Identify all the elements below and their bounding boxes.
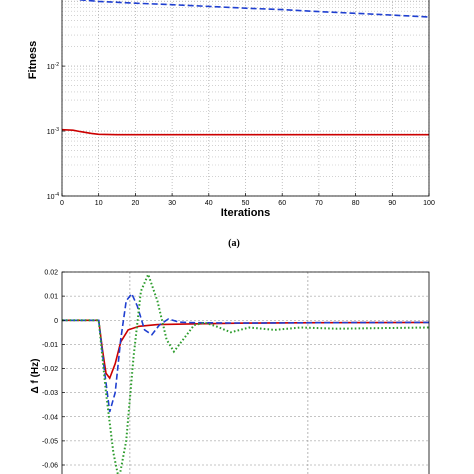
- plot-a-series-0: [76, 0, 430, 18]
- plot-b: 0.02 0.01 0 -0.01 -0.02 -0.03 -0.04 -0.05 -0.06 Δ…: [30, 270, 430, 474]
- y-tick-label: 10-2: [47, 62, 59, 71]
- x-tick-label: 20: [132, 200, 140, 207]
- plot-b-ylabel: Δ f (Hz): [30, 359, 41, 394]
- y-tick-label: 0: [54, 318, 58, 325]
- y-tick-label: 0.02: [44, 270, 58, 277]
- plot-a-xlabel: Iterations: [221, 207, 271, 219]
- y-tick-label: -0.04: [42, 414, 58, 421]
- x-tick-label: 10: [95, 200, 103, 207]
- plot-b-grid: [62, 271, 429, 474]
- y-tick-label: -0.06: [42, 463, 58, 470]
- y-tick-label: 10-4: [47, 192, 59, 201]
- plot-a-series-1: [61, 128, 429, 136]
- y-tick-label: -0.01: [42, 342, 58, 349]
- x-tick-label: 80: [352, 200, 360, 207]
- y-tick-label: 10-3: [47, 127, 59, 136]
- plot-a-grid: [61, 0, 430, 197]
- plot-b-frame: [61, 271, 430, 474]
- panel-label-a: (a): [228, 238, 240, 249]
- plot-a: 0 10 20 30 40 50 60 70 80 90 100 10-2 10-3 10-4 Iterat…: [27, 0, 435, 249]
- x-tick-label: 100: [423, 200, 435, 207]
- plot-a-ylabel: Fitness: [27, 41, 39, 80]
- x-tick-label: 70: [315, 200, 323, 207]
- y-tick-label: -0.05: [42, 438, 58, 445]
- x-tick-label: 50: [242, 200, 250, 207]
- x-tick-label: 30: [168, 200, 176, 207]
- plot-b-series-2: [62, 271, 430, 474]
- y-tick-label: 0.01: [44, 294, 58, 301]
- x-tick-label: 40: [205, 200, 213, 207]
- plot-b-series-1: [62, 292, 430, 413]
- y-tick-label: -0.02: [42, 366, 58, 373]
- x-tick-label: 0: [60, 200, 64, 207]
- x-tick-label: 60: [278, 200, 286, 207]
- y-tick-label: -0.03: [42, 390, 58, 397]
- x-tick-label: 90: [388, 200, 396, 207]
